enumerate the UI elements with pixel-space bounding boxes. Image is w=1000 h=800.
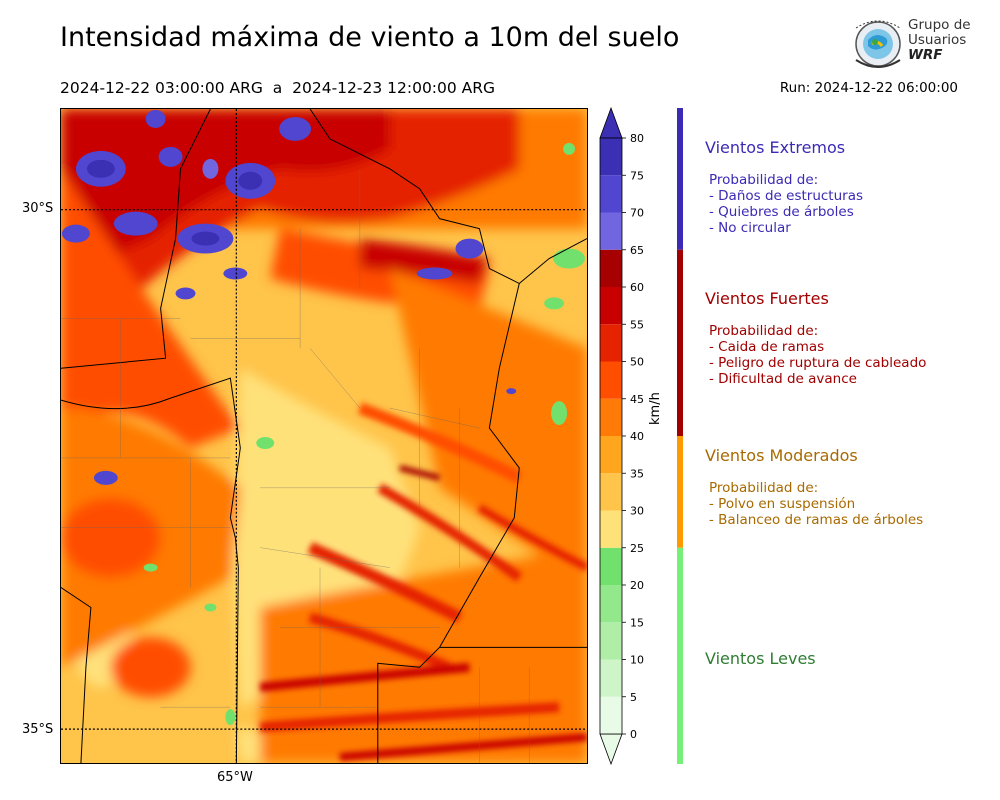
colorbar-tick-label: 5: [630, 691, 637, 704]
colorbar-bin: [600, 696, 622, 734]
wind-map: [60, 108, 588, 764]
colorbar-tick-label: 0: [630, 728, 637, 741]
department-borders: [61, 168, 530, 763]
colorbar-tick-label: 45: [630, 393, 644, 406]
colorbar-bin: [600, 473, 622, 511]
weak-wind-areas: [143, 142, 586, 726]
colorbar-bin: [600, 287, 622, 325]
colorbar-bin: [600, 436, 622, 474]
colorbar-tick-label: 80: [630, 132, 644, 145]
colorbar-tick-label: 75: [630, 169, 644, 182]
colorbar-extend-high: [599, 106, 623, 139]
category-moderados: Vientos Moderados Probabilidad de: - Pol…: [705, 446, 923, 528]
colorbar-bin: [600, 361, 622, 399]
colorbar-bin: [600, 585, 622, 623]
province-borders: [61, 109, 587, 763]
colorbar-tick-label: 55: [630, 318, 644, 331]
colorbar-bin: [600, 659, 622, 697]
logo-line-1: Grupo de: [908, 17, 971, 33]
colorbar-bin: [600, 138, 622, 176]
colorbar-unit: km/h: [648, 392, 663, 425]
category-description: Probabilidad de: - Caida de ramas - Peli…: [709, 323, 927, 387]
forecast-period: 2024-12-22 03:00:00 ARG a 2024-12-23 12:…: [60, 79, 496, 97]
lat-label-30s: 30°S: [22, 201, 54, 216]
colorbar-extend-low: [599, 733, 623, 766]
colorbar-bin: [600, 622, 622, 660]
colorbar-tick-label: 50: [630, 356, 644, 369]
colorbar-bin: [600, 175, 622, 213]
colorbar-tick-label: 25: [630, 542, 644, 555]
colorbar-bin: [600, 547, 622, 585]
category-extremos: Vientos Extremos Probabilidad de: - Daño…: [705, 138, 863, 236]
wrf-logo: [855, 20, 901, 68]
lat-label-35s: 35°S: [22, 722, 54, 737]
colorbar-tick-label: 60: [630, 281, 644, 294]
colorbar-tick-label: 10: [630, 654, 644, 667]
category-title: Vientos Extremos: [705, 138, 846, 157]
colorbar-tick-label: 15: [630, 616, 644, 629]
category-title: Vientos Leves: [705, 649, 816, 668]
gridlines: [61, 109, 587, 763]
colorbar-bin: [600, 249, 622, 287]
category-title: Vientos Moderados: [705, 446, 858, 465]
category-description: Probabilidad de: - Daños de estructuras …: [709, 172, 864, 236]
colorbar-tick-label: 65: [630, 244, 644, 257]
lon-label-65w: 65°W: [217, 770, 253, 785]
category-description: Probabilidad de: - Polvo en suspensión -…: [709, 480, 924, 528]
extreme-wind-areas: [61, 109, 517, 485]
page-title: Intensidad máxima de viento a 10m del su…: [60, 22, 680, 53]
colorbar-tick-label: 35: [630, 467, 644, 480]
colorbar-tick-label: 30: [630, 505, 644, 518]
colorbar-bin: [600, 324, 622, 362]
colorbar: 0 5 10 15 20 25 30 35 40 45 50 55 60 65 70 75 80: [599, 106, 683, 766]
colorbar-bin: [600, 398, 622, 436]
category-fuertes: Vientos Fuertes Probabilidad de: - Caida…: [705, 289, 926, 387]
wind-field: [61, 109, 587, 763]
category-title: Vientos Fuertes: [705, 289, 829, 308]
wind-streaks: [259, 402, 587, 761]
colorbar-bin: [600, 510, 622, 548]
run-time: Run: 2024-12-22 06:00:00: [779, 80, 958, 96]
logo-line-3: WRF: [908, 47, 943, 63]
colorbar-bin: [600, 212, 622, 250]
colorbar-tick-label: 70: [630, 207, 644, 220]
logo-line-2: Usuarios: [908, 32, 967, 48]
category-leves: Vientos Leves: [705, 649, 816, 668]
colorbar-tick-label: 40: [630, 430, 644, 443]
colorbar-tick-label: 20: [630, 579, 644, 592]
logo-text: Grupo de Usuarios WRF: [908, 18, 971, 63]
